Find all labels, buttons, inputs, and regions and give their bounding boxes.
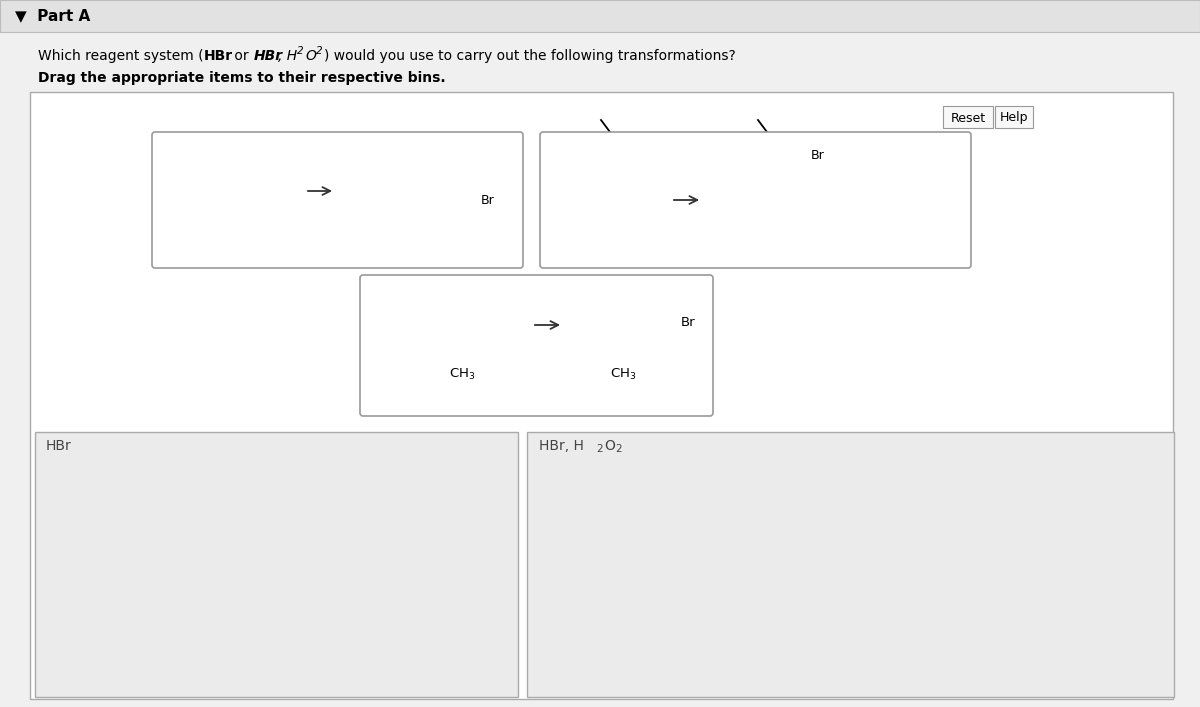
Text: ▼  Part A: ▼ Part A xyxy=(14,8,90,23)
Text: 2: 2 xyxy=(316,46,323,56)
FancyBboxPatch shape xyxy=(527,432,1174,697)
Text: Br: Br xyxy=(682,317,696,329)
Text: or: or xyxy=(230,49,253,63)
FancyBboxPatch shape xyxy=(943,106,994,128)
FancyBboxPatch shape xyxy=(995,106,1033,128)
Text: CH$_3$: CH$_3$ xyxy=(610,367,636,382)
Text: 2: 2 xyxy=(616,444,622,454)
FancyBboxPatch shape xyxy=(540,132,971,268)
Text: ) would you use to carry out the following transformations?: ) would you use to carry out the followi… xyxy=(324,49,736,63)
FancyBboxPatch shape xyxy=(0,0,1200,32)
Text: HBr: HBr xyxy=(46,439,72,453)
Text: Help: Help xyxy=(1000,112,1028,124)
Text: HBr, H: HBr, H xyxy=(539,439,584,453)
Text: Reset: Reset xyxy=(950,112,985,124)
FancyBboxPatch shape xyxy=(152,132,523,268)
Text: Drag the appropriate items to their respective bins.: Drag the appropriate items to their resp… xyxy=(38,71,445,85)
Text: Which reagent system (: Which reagent system ( xyxy=(38,49,204,63)
FancyBboxPatch shape xyxy=(360,275,713,416)
Text: HBr: HBr xyxy=(254,49,283,63)
Text: Br: Br xyxy=(481,194,494,206)
Text: HBr: HBr xyxy=(204,49,233,63)
Text: , H: , H xyxy=(278,49,298,63)
Polygon shape xyxy=(458,325,466,355)
Text: CH$_3$: CH$_3$ xyxy=(449,367,475,382)
FancyBboxPatch shape xyxy=(35,432,518,697)
Text: O: O xyxy=(604,439,614,453)
Text: O: O xyxy=(305,49,316,63)
Text: 2: 2 xyxy=(596,444,602,454)
FancyBboxPatch shape xyxy=(30,92,1174,699)
Text: Br: Br xyxy=(810,148,824,162)
Polygon shape xyxy=(619,325,628,355)
Text: 2: 2 xyxy=(298,46,304,56)
